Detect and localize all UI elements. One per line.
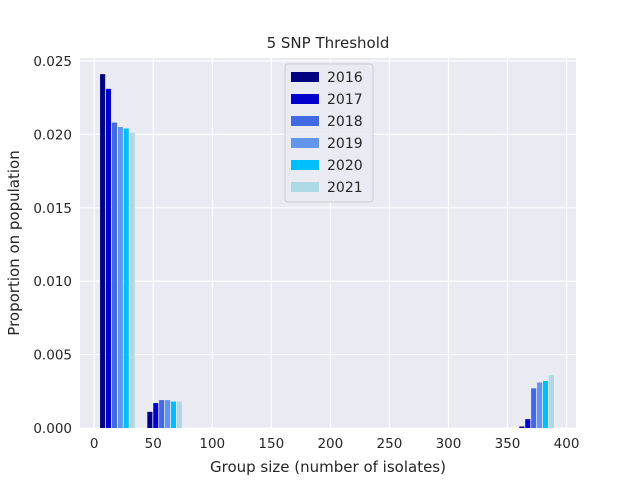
y-tick-label: 0.000 <box>33 421 72 437</box>
bar-2016-bin-2 <box>519 426 525 428</box>
bar-2018-bin-0 <box>111 122 117 428</box>
bar-2020-bin-2 <box>542 381 549 428</box>
bar-2019-bin-1 <box>165 400 171 428</box>
legend-swatch-2018 <box>291 116 319 126</box>
bar-2019-bin-2 <box>537 382 543 428</box>
legend-label-2021: 2021 <box>327 180 363 196</box>
bar-2018-bin-1 <box>159 400 165 428</box>
legend-swatch-2021 <box>291 182 319 192</box>
legend-label-2018: 2018 <box>327 114 363 130</box>
legend-label-2020: 2020 <box>327 158 363 174</box>
y-tick-label: 0.015 <box>33 201 72 217</box>
legend-label-2019: 2019 <box>327 136 363 152</box>
x-tick-label: 0 <box>90 436 99 452</box>
y-tick-label: 0.020 <box>33 127 72 143</box>
x-tick-label: 100 <box>199 436 225 452</box>
x-axis-ticks: 0 50 100 150 200 250 300 350 400 <box>90 436 580 452</box>
x-tick-label: 150 <box>258 436 284 452</box>
bar-2016-bin-0 <box>100 74 106 429</box>
legend: 2016 2017 2018 2019 2020 2021 <box>284 63 374 203</box>
bar-2021-bin-1 <box>176 401 182 428</box>
bar-2017-bin-2 <box>525 419 531 428</box>
x-tick-label: 350 <box>495 436 521 452</box>
y-tick-label: 0.010 <box>33 274 72 290</box>
legend-swatch-2019 <box>291 138 319 148</box>
bar-2017-bin-1 <box>153 403 159 428</box>
y-axis-label: Proportion on population <box>5 150 23 335</box>
bar-2020-bin-1 <box>170 401 177 428</box>
y-tick-label: 0.005 <box>33 348 72 364</box>
legend-swatch-2020 <box>291 160 319 170</box>
x-tick-label: 400 <box>554 436 580 452</box>
bar-2018-bin-2 <box>531 388 537 428</box>
bar-2019-bin-0 <box>117 127 123 428</box>
legend-swatch-2017 <box>291 94 319 104</box>
bar-2021-bin-2 <box>548 375 554 428</box>
bar-2021-bin-0 <box>129 132 135 428</box>
x-tick-label: 50 <box>145 436 162 452</box>
bar-2017-bin-0 <box>105 88 112 428</box>
chart-title: 5 SNP Threshold <box>267 34 390 52</box>
y-axis-ticks: 0.000 0.005 0.010 0.015 0.020 0.025 <box>33 54 72 437</box>
bar-2016-bin-1 <box>147 411 153 428</box>
legend-swatch-2016 <box>291 72 319 82</box>
legend-label-2016: 2016 <box>327 70 363 86</box>
x-axis-label: Group size (number of isolates) <box>210 458 446 476</box>
bar-2020-bin-0 <box>123 128 129 428</box>
bars <box>100 74 554 429</box>
x-tick-label: 250 <box>377 436 403 452</box>
x-tick-label: 200 <box>317 436 343 452</box>
x-tick-label: 300 <box>436 436 462 452</box>
legend-label-2017: 2017 <box>327 92 363 108</box>
y-tick-label: 0.025 <box>33 54 72 70</box>
